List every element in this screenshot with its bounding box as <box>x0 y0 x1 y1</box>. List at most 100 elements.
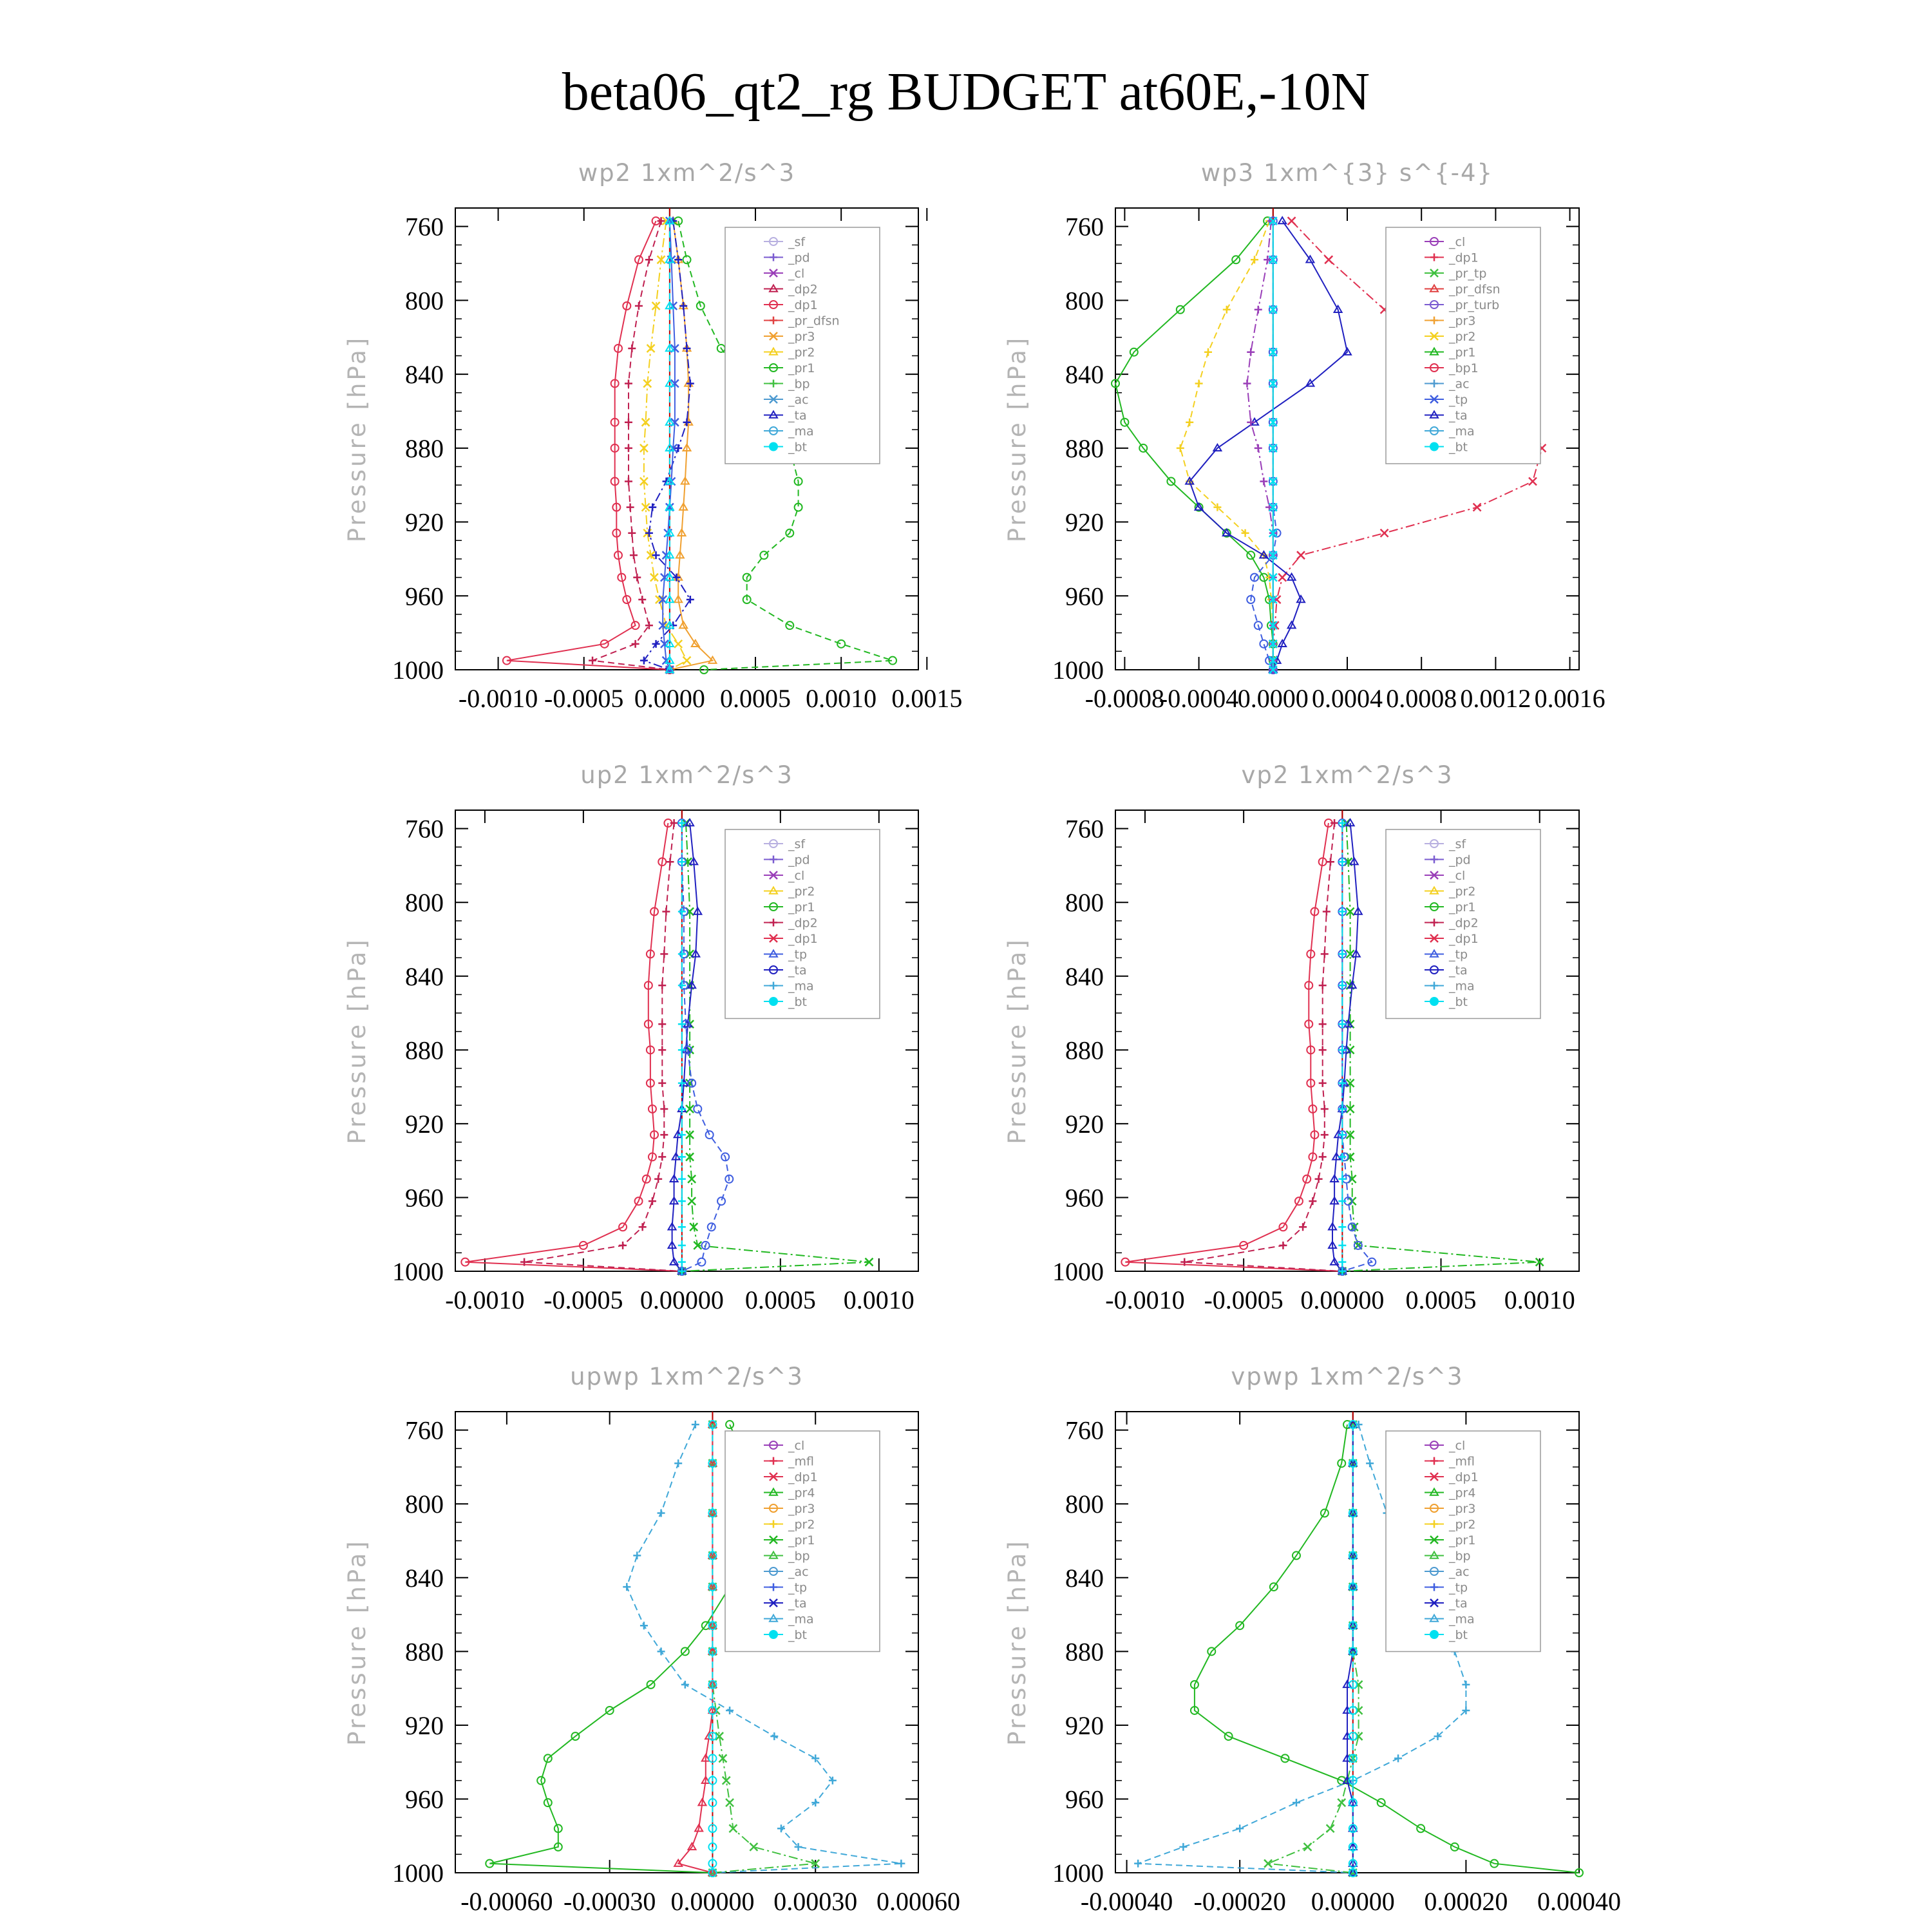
legend-marker <box>1430 855 1438 864</box>
data-point <box>619 1241 627 1249</box>
legend-entry: _pr2 <box>788 885 815 899</box>
data-point <box>708 1647 717 1656</box>
data-point <box>641 1174 651 1184</box>
x-tick-label: 0.00000 <box>640 1285 724 1314</box>
data-point <box>1302 1174 1312 1184</box>
data-point <box>1306 1045 1316 1055</box>
legend-marker <box>769 965 778 974</box>
data-point <box>460 1257 470 1267</box>
data-point <box>708 1776 717 1785</box>
data-point <box>674 444 683 452</box>
data-point <box>651 301 661 310</box>
data-point <box>1193 502 1204 511</box>
x-tick-label: -0.0004 <box>1159 684 1238 713</box>
legend-marker <box>769 332 778 341</box>
data-point <box>1268 573 1278 582</box>
data-point <box>1294 1197 1303 1206</box>
data-point <box>1322 907 1331 916</box>
data-point <box>1139 443 1148 453</box>
legend-entry: _pr_turb <box>1448 298 1499 312</box>
y-axis-label: Pressure [hPa] <box>343 1539 371 1745</box>
data-point <box>665 476 675 485</box>
legend-marker <box>1429 1487 1439 1496</box>
data-point <box>536 1776 546 1785</box>
data-point <box>623 1583 631 1591</box>
data-point <box>638 1223 647 1231</box>
data-point <box>687 1841 697 1851</box>
y-tick-label: 1000 <box>392 656 444 685</box>
data-point <box>652 639 660 648</box>
data-point <box>650 573 659 582</box>
data-point <box>1416 1824 1426 1833</box>
data-point <box>705 1130 714 1140</box>
data-point <box>1338 1223 1347 1231</box>
data-point <box>1287 216 1296 225</box>
data-point <box>578 1240 588 1250</box>
data-point <box>1318 1020 1327 1028</box>
legend-entry: _dp1 <box>788 1470 818 1484</box>
data-point <box>864 1257 874 1267</box>
data-point <box>693 1104 703 1113</box>
legend-entry: _ac <box>788 393 809 407</box>
data-point <box>634 302 643 310</box>
data-point <box>633 1551 641 1560</box>
data-point <box>657 1647 665 1656</box>
data-point <box>675 550 685 559</box>
data-point <box>1329 1196 1340 1205</box>
legend-entry: _bp1 <box>1448 361 1479 375</box>
legend: _cl _dp1 _pr_tp _pr_dfsn_pr_turb _pr3 _pr2 _pr… <box>1385 227 1541 464</box>
data-point <box>1345 1130 1355 1139</box>
legend-entry: _ta <box>1448 409 1468 423</box>
legend-entry: _bt <box>788 440 807 455</box>
panel-title: wp3 1xm^{3} s^{-4} <box>1201 159 1493 187</box>
data-point <box>646 551 656 560</box>
legend-marker <box>1430 871 1439 880</box>
legend-entry: _pr3 <box>1448 314 1475 328</box>
data-point <box>630 621 640 630</box>
data-point <box>626 503 634 511</box>
legend-marker <box>1430 839 1439 848</box>
data-point <box>624 444 632 452</box>
data-point <box>1306 1078 1316 1088</box>
data-point <box>694 1823 704 1832</box>
y-tick-label: 800 <box>405 888 444 917</box>
data-point <box>1367 1257 1377 1267</box>
data-point <box>1296 594 1306 603</box>
data-point <box>1268 477 1278 486</box>
y-tick-label: 760 <box>405 1416 444 1445</box>
legend-marker <box>768 1613 779 1622</box>
data-point <box>677 1267 686 1275</box>
legend-entry: _sf <box>788 235 806 249</box>
legend-marker <box>770 316 777 325</box>
data-point <box>707 1550 718 1559</box>
data-point <box>837 639 846 649</box>
data-point <box>1291 1551 1301 1560</box>
y-tick-label: 880 <box>1065 434 1104 463</box>
data-point <box>600 639 609 649</box>
data-point <box>686 596 694 604</box>
data-point <box>708 1754 717 1763</box>
data-point <box>670 1151 681 1160</box>
data-point <box>1305 378 1316 387</box>
legend-entry: _pr1 <box>788 361 815 375</box>
legend-entry: _tp <box>1448 1581 1468 1595</box>
data-point <box>1235 1621 1245 1631</box>
data-point <box>649 503 657 511</box>
data-point <box>605 1705 614 1715</box>
data-point <box>708 1705 717 1715</box>
legend-entry: _pr4 <box>788 1486 815 1501</box>
data-point <box>749 1842 759 1852</box>
data-point <box>1268 621 1278 630</box>
y-tick-label: 880 <box>405 1637 444 1666</box>
data-point <box>1304 1019 1314 1029</box>
legend-marker <box>770 981 777 990</box>
data-point <box>708 1842 717 1852</box>
data-point <box>718 1754 728 1763</box>
panel-title: vpwp 1xm^2/s^3 <box>1231 1363 1463 1390</box>
y-tick-label: 920 <box>405 508 444 537</box>
data-point <box>1348 1621 1358 1631</box>
data-point <box>1277 638 1287 648</box>
data-point <box>794 1842 802 1851</box>
data-point <box>639 443 649 453</box>
data-point <box>665 301 675 310</box>
